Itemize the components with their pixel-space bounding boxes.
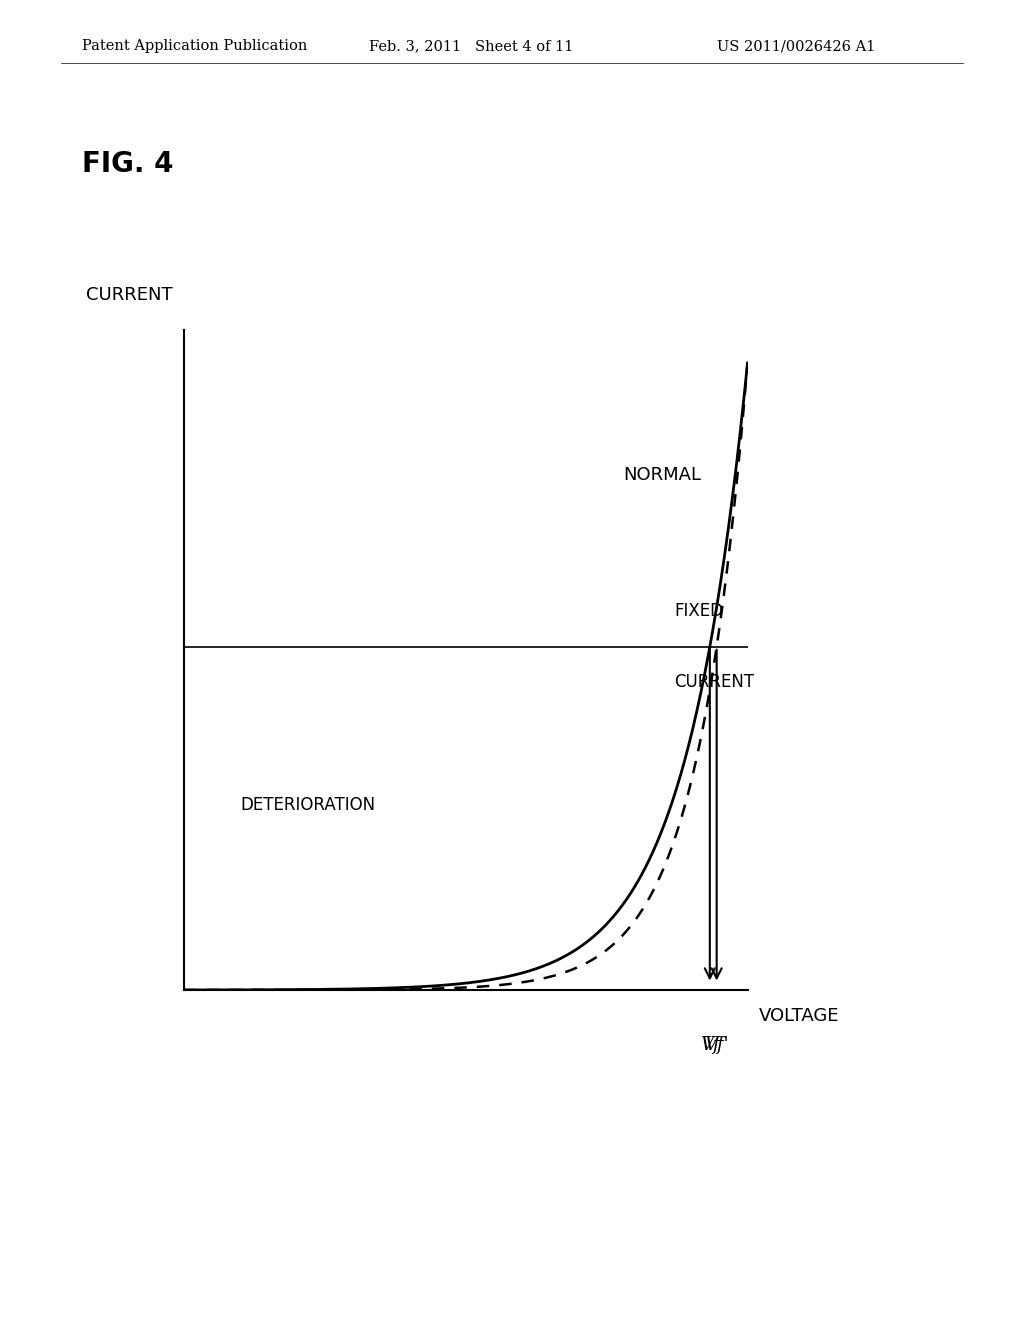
Text: Vf: Vf xyxy=(700,1036,720,1055)
Text: VOLTAGE: VOLTAGE xyxy=(759,1007,840,1026)
Text: CURRENT: CURRENT xyxy=(675,673,755,692)
Text: Vf': Vf' xyxy=(705,1036,729,1055)
Text: Feb. 3, 2011   Sheet 4 of 11: Feb. 3, 2011 Sheet 4 of 11 xyxy=(369,40,573,53)
Text: US 2011/0026426 A1: US 2011/0026426 A1 xyxy=(717,40,876,53)
Text: DETERIORATION: DETERIORATION xyxy=(241,796,376,814)
Text: FIXED: FIXED xyxy=(675,602,723,620)
Text: CURRENT: CURRENT xyxy=(86,285,173,304)
Text: Patent Application Publication: Patent Application Publication xyxy=(82,40,307,53)
Text: FIG. 4: FIG. 4 xyxy=(82,149,173,178)
Text: NORMAL: NORMAL xyxy=(624,466,701,484)
